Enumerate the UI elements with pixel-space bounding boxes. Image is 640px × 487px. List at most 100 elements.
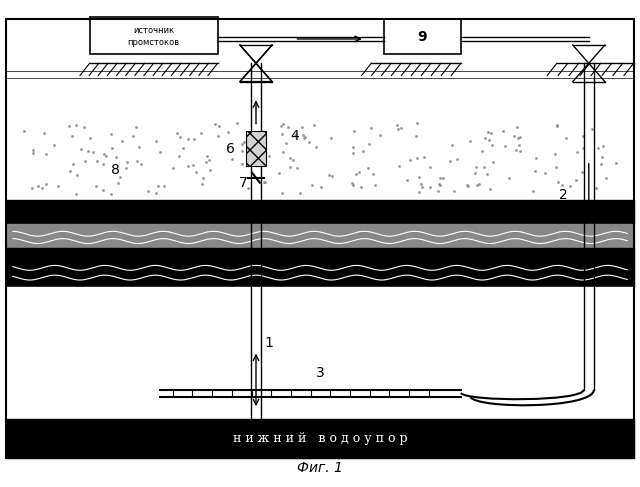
- Point: [300, 133, 310, 141]
- Point: [462, 181, 472, 188]
- Bar: [6, 419, 634, 458]
- Point: [309, 121, 319, 129]
- Point: [401, 176, 412, 184]
- Point: [483, 128, 493, 136]
- Point: [155, 148, 165, 155]
- Point: [445, 157, 456, 165]
- Point: [195, 129, 205, 137]
- Point: [561, 134, 571, 142]
- Point: [412, 119, 422, 127]
- Point: [19, 128, 29, 135]
- Point: [498, 128, 508, 135]
- Point: [327, 172, 337, 180]
- Point: [487, 141, 497, 149]
- Point: [282, 123, 292, 131]
- Point: [365, 124, 376, 132]
- Point: [394, 162, 404, 169]
- Point: [295, 189, 305, 197]
- Point: [150, 189, 161, 197]
- Point: [611, 159, 621, 167]
- Point: [183, 135, 193, 143]
- Text: 3: 3: [316, 366, 324, 379]
- Bar: [461, 37, 589, 41]
- Point: [484, 136, 494, 144]
- Point: [49, 141, 60, 149]
- Bar: [6, 63, 634, 117]
- Point: [281, 139, 291, 147]
- Point: [515, 147, 525, 154]
- Point: [396, 124, 406, 131]
- Point: [552, 123, 562, 131]
- Point: [417, 183, 428, 191]
- Point: [354, 168, 364, 176]
- Point: [356, 183, 367, 191]
- Point: [276, 123, 286, 131]
- Point: [438, 174, 449, 182]
- Point: [27, 184, 37, 192]
- Point: [88, 148, 98, 156]
- Point: [553, 178, 563, 186]
- Point: [227, 155, 237, 163]
- Point: [393, 125, 403, 133]
- Point: [259, 178, 269, 186]
- Point: [72, 171, 83, 179]
- Point: [486, 129, 496, 136]
- Point: [416, 180, 426, 188]
- Point: [278, 120, 289, 128]
- Point: [106, 190, 116, 198]
- Point: [500, 142, 511, 150]
- Text: н и ж н и й   в о д о у п о р: н и ж н и й в о д о у п о р: [233, 432, 407, 445]
- Point: [237, 140, 248, 148]
- Point: [277, 189, 287, 197]
- Point: [175, 133, 185, 141]
- Point: [288, 156, 298, 164]
- Point: [515, 132, 525, 140]
- Point: [347, 179, 357, 187]
- Point: [189, 135, 199, 143]
- Bar: [6, 117, 634, 200]
- Point: [425, 164, 435, 171]
- Point: [201, 159, 211, 167]
- Point: [79, 123, 89, 131]
- Point: [588, 125, 598, 133]
- Point: [451, 155, 461, 163]
- Point: [212, 132, 223, 140]
- Point: [362, 164, 372, 172]
- Point: [178, 144, 188, 152]
- Point: [188, 161, 198, 169]
- Point: [284, 163, 294, 170]
- Point: [39, 129, 49, 137]
- Point: [392, 122, 402, 130]
- Point: [285, 154, 295, 162]
- Point: [433, 187, 444, 195]
- Point: [531, 154, 541, 162]
- Point: [577, 168, 588, 176]
- Point: [41, 180, 51, 188]
- Point: [307, 181, 317, 188]
- Point: [447, 141, 457, 149]
- Point: [552, 121, 562, 129]
- Text: 8: 8: [111, 164, 120, 177]
- Point: [419, 153, 429, 161]
- Point: [243, 184, 253, 191]
- Point: [513, 134, 524, 142]
- Point: [237, 148, 247, 155]
- Point: [479, 164, 489, 171]
- Text: 9: 9: [417, 30, 428, 43]
- Point: [405, 156, 415, 164]
- Point: [260, 178, 270, 186]
- Point: [278, 148, 289, 155]
- Point: [601, 174, 611, 182]
- Point: [198, 174, 209, 182]
- Point: [572, 149, 582, 156]
- Point: [435, 174, 445, 182]
- Point: [299, 134, 309, 142]
- Point: [474, 180, 484, 188]
- Point: [237, 160, 248, 168]
- Text: 5: 5: [92, 249, 100, 262]
- Point: [579, 132, 589, 140]
- Point: [184, 162, 194, 170]
- Point: [593, 144, 603, 152]
- Point: [488, 158, 498, 166]
- Point: [485, 185, 495, 192]
